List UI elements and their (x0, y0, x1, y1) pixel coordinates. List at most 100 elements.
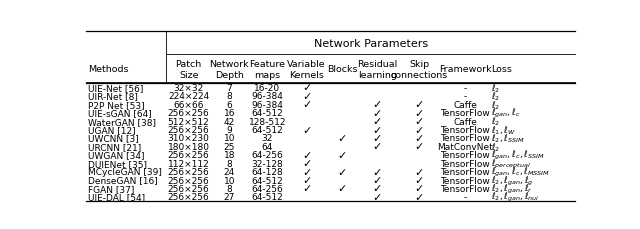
Text: ✓: ✓ (414, 117, 424, 127)
Text: $\ell_2,\ell_{gan},\ell_r$: $\ell_2,\ell_{gan},\ell_r$ (491, 182, 533, 195)
Text: MatConvNet: MatConvNet (437, 142, 493, 151)
Text: ✓: ✓ (414, 192, 424, 202)
Text: Network
Depth: Network Depth (209, 59, 249, 79)
Text: ✓: ✓ (372, 192, 382, 202)
Text: $\ell_1,\ell_W$: $\ell_1,\ell_W$ (491, 124, 516, 136)
Text: TensorFlow: TensorFlow (440, 176, 490, 185)
Text: -: - (463, 84, 467, 93)
Text: Methods: Methods (88, 65, 129, 74)
Text: $\ell_2$: $\ell_2$ (491, 99, 500, 111)
Text: 32: 32 (262, 134, 273, 143)
Text: 64-512: 64-512 (252, 125, 284, 134)
Text: 64-256: 64-256 (252, 151, 284, 160)
Text: TensorFlow: TensorFlow (440, 134, 490, 143)
Text: UIR-Net [8]: UIR-Net [8] (88, 92, 138, 101)
Text: UWCNN [3]: UWCNN [3] (88, 134, 139, 143)
Text: DenseGAN [16]: DenseGAN [16] (88, 176, 157, 185)
Text: 512×512: 512×512 (168, 117, 209, 126)
Text: ✓: ✓ (302, 167, 311, 177)
Text: TensorFlow: TensorFlow (440, 184, 490, 193)
Text: MCycleGAN [39]: MCycleGAN [39] (88, 167, 162, 176)
Text: $\ell_{gan},\ell_c,\ell_{MSSIM}$: $\ell_{gan},\ell_c,\ell_{MSSIM}$ (491, 165, 550, 178)
Text: ✓: ✓ (372, 167, 382, 177)
Text: Loss: Loss (491, 65, 512, 74)
Text: UIE-DAL [54]: UIE-DAL [54] (88, 193, 145, 202)
Text: ✓: ✓ (302, 150, 311, 160)
Text: 66×66: 66×66 (173, 100, 204, 109)
Text: 9: 9 (227, 125, 232, 134)
Text: ✓: ✓ (302, 158, 311, 169)
Text: ✓: ✓ (302, 175, 311, 185)
Text: 310×230: 310×230 (168, 134, 209, 143)
Text: $\ell_{perceptual}$: $\ell_{perceptual}$ (491, 157, 531, 170)
Text: TensorFlow: TensorFlow (440, 167, 490, 176)
Text: 6: 6 (227, 100, 232, 109)
Text: ✓: ✓ (414, 100, 424, 110)
Text: -: - (463, 92, 467, 101)
Text: ✓: ✓ (372, 142, 382, 152)
Text: URCNN [21]: URCNN [21] (88, 142, 141, 151)
Text: Patch
Size: Patch Size (175, 59, 202, 79)
Text: $\ell_2$: $\ell_2$ (491, 115, 500, 128)
Text: 32×32: 32×32 (173, 84, 204, 93)
Text: UIE-sGAN [64]: UIE-sGAN [64] (88, 109, 152, 118)
Text: ✓: ✓ (414, 108, 424, 118)
Text: P2P Net [53]: P2P Net [53] (88, 100, 145, 109)
Text: ✓: ✓ (414, 125, 424, 135)
Text: WaterGAN [38]: WaterGAN [38] (88, 117, 156, 126)
Text: $\ell_{gan},\ell_c$: $\ell_{gan},\ell_c$ (491, 107, 521, 120)
Text: $\ell_2$: $\ell_2$ (491, 141, 500, 153)
Text: $\ell_2$: $\ell_2$ (491, 82, 500, 94)
Text: UGAN [12]: UGAN [12] (88, 125, 136, 134)
Text: $\ell_2$: $\ell_2$ (491, 90, 500, 103)
Text: 224×224: 224×224 (168, 92, 209, 101)
Text: 8: 8 (227, 92, 232, 101)
Text: TensorFlow: TensorFlow (440, 151, 490, 160)
Text: ✓: ✓ (302, 184, 311, 194)
Text: ✓: ✓ (414, 133, 424, 143)
Text: 64: 64 (262, 142, 273, 151)
Text: ✓: ✓ (337, 167, 347, 177)
Text: DUIENet [35]: DUIENet [35] (88, 159, 147, 168)
Text: 27: 27 (224, 193, 235, 202)
Text: Variable
Kernels: Variable Kernels (287, 59, 326, 79)
Text: UWGAN [34]: UWGAN [34] (88, 151, 145, 160)
Text: 64-512: 64-512 (252, 109, 284, 118)
Text: 256×256: 256×256 (168, 167, 209, 176)
Text: Blocks: Blocks (326, 65, 357, 74)
Text: 180×180: 180×180 (168, 142, 210, 151)
Text: Feature
maps: Feature maps (250, 59, 285, 79)
Text: 25: 25 (224, 142, 235, 151)
Text: 256×256: 256×256 (168, 109, 209, 118)
Text: 256×256: 256×256 (168, 125, 209, 134)
Text: ✓: ✓ (302, 100, 311, 110)
Text: ✓: ✓ (414, 167, 424, 177)
Text: $\ell_2,\ell_{SSIM}$: $\ell_2,\ell_{SSIM}$ (491, 132, 525, 144)
Text: 256×256: 256×256 (168, 193, 209, 202)
Text: 96-384: 96-384 (252, 100, 284, 109)
Text: 10: 10 (223, 176, 235, 185)
Text: 256×256: 256×256 (168, 151, 209, 160)
Text: ✓: ✓ (337, 133, 347, 143)
Text: FGAN [37]: FGAN [37] (88, 184, 134, 193)
Text: 256×256: 256×256 (168, 184, 209, 193)
Text: ✓: ✓ (372, 184, 382, 194)
Text: $\ell_{gan},\ell_c,\ell_{SSIM}$: $\ell_{gan},\ell_c,\ell_{SSIM}$ (491, 149, 545, 162)
Text: Residual
learning: Residual learning (357, 59, 397, 79)
Text: ✓: ✓ (337, 150, 347, 160)
Text: -: - (463, 193, 467, 202)
Text: TensorFlow: TensorFlow (440, 125, 490, 134)
Text: 8: 8 (227, 184, 232, 193)
Text: 16-20: 16-20 (254, 84, 280, 93)
Text: UIE-Net [56]: UIE-Net [56] (88, 84, 143, 93)
Text: $\ell_2,\ell_{gan},\ell_{nui}$: $\ell_2,\ell_{gan},\ell_{nui}$ (491, 191, 540, 204)
Text: ✓: ✓ (372, 175, 382, 185)
Text: ✓: ✓ (302, 83, 311, 93)
Text: $\ell_2,\ell_{gan},\ell_g$: $\ell_2,\ell_{gan},\ell_g$ (491, 174, 534, 187)
Text: ✓: ✓ (302, 125, 311, 135)
Text: 24: 24 (224, 167, 235, 176)
Text: 64-128: 64-128 (252, 167, 284, 176)
Text: Network Parameters: Network Parameters (314, 38, 428, 48)
Text: 256×256: 256×256 (168, 176, 209, 185)
Text: ✓: ✓ (302, 92, 311, 101)
